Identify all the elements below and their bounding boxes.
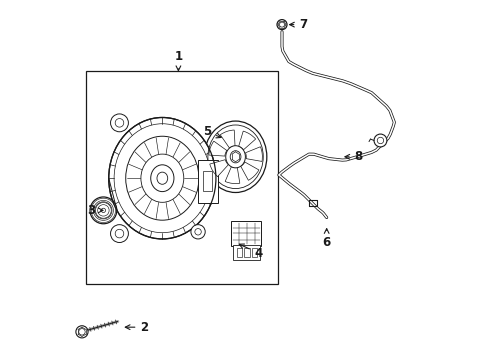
Bar: [237, 248, 242, 257]
Ellipse shape: [225, 146, 245, 168]
Text: 3: 3: [87, 204, 103, 217]
Bar: [251, 248, 256, 257]
Wedge shape: [208, 141, 226, 156]
Bar: [230, 221, 261, 246]
Text: 1: 1: [174, 50, 182, 71]
Circle shape: [79, 329, 85, 335]
Circle shape: [279, 22, 284, 27]
Ellipse shape: [90, 197, 117, 224]
Wedge shape: [209, 160, 228, 177]
Ellipse shape: [157, 172, 167, 184]
Ellipse shape: [125, 136, 199, 220]
Circle shape: [190, 225, 205, 239]
Ellipse shape: [230, 151, 241, 163]
Wedge shape: [220, 130, 235, 148]
Circle shape: [373, 134, 386, 147]
Circle shape: [76, 326, 88, 338]
Ellipse shape: [204, 121, 266, 193]
Bar: [198, 160, 217, 203]
Bar: [203, 171, 212, 191]
Wedge shape: [245, 147, 262, 161]
Ellipse shape: [150, 165, 174, 192]
Text: 7: 7: [289, 18, 307, 31]
Circle shape: [115, 118, 123, 127]
Bar: [232, 246, 259, 260]
Ellipse shape: [141, 154, 183, 202]
Circle shape: [376, 137, 383, 144]
Circle shape: [110, 225, 128, 243]
Ellipse shape: [108, 117, 216, 239]
Circle shape: [194, 229, 201, 235]
Wedge shape: [240, 162, 258, 180]
Text: 8: 8: [344, 150, 362, 163]
Circle shape: [276, 19, 286, 30]
Bar: [85, 71, 278, 284]
Circle shape: [115, 229, 123, 238]
Text: 4: 4: [239, 244, 263, 260]
Wedge shape: [238, 131, 255, 150]
Text: 5: 5: [203, 125, 221, 138]
Circle shape: [110, 114, 128, 132]
Text: 2: 2: [125, 321, 148, 334]
Wedge shape: [224, 167, 239, 184]
Bar: [244, 248, 249, 257]
Ellipse shape: [101, 208, 105, 212]
Text: 6: 6: [322, 229, 330, 249]
